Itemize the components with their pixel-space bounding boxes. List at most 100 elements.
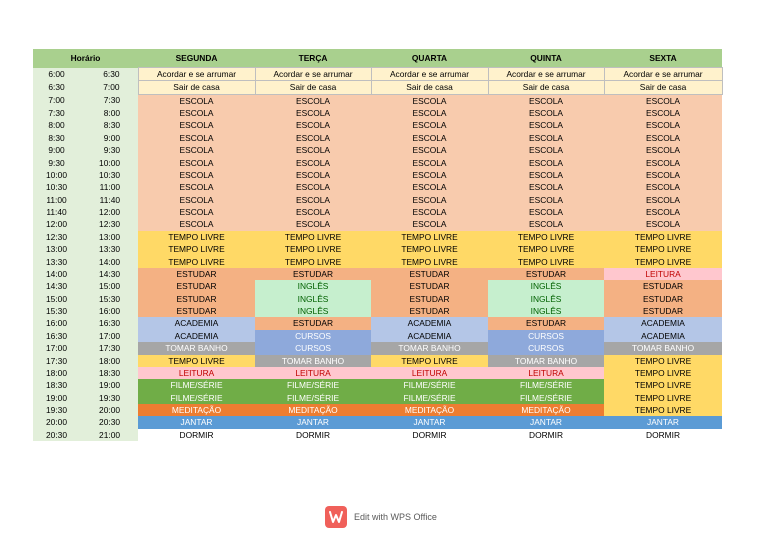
end-time: 12:00 [80, 206, 139, 219]
activity-cell: TOMAR BANHO [371, 342, 489, 355]
end-time: 17:00 [80, 329, 139, 343]
activity-cell: TEMPO LIVRE [604, 354, 723, 367]
schedule-row: 16:00 16:30 ACADEMIA ESTUDAR ACADEMIA ESTUDAR… [33, 317, 723, 330]
activity-cell: TEMPO LIVRE [138, 230, 256, 244]
activity-cell: MEDITAÇÃO [255, 404, 372, 417]
activity-cell: ESTUDAR [604, 280, 723, 293]
activity-cell: ESCOLA [255, 131, 372, 145]
activity-cell: Sair de casa [137, 80, 256, 95]
activity-cell: Sair de casa [370, 80, 489, 95]
schedule-row: 12:30 13:00 TEMPO LIVRE TEMPO LIVRE TEMPO LI… [33, 230, 723, 244]
start-time: 16:00 [33, 317, 80, 330]
start-time: 10:00 [33, 168, 80, 182]
activity-cell: ESCOLA [604, 156, 723, 169]
end-time: 13:30 [80, 243, 139, 256]
activity-cell: JANTAR [604, 416, 723, 429]
activity-cell: ESCOLA [488, 119, 605, 132]
activity-cell: TEMPO LIVRE [371, 255, 489, 268]
start-time: 8:00 [33, 119, 80, 132]
start-time: 6:00 [33, 67, 80, 81]
schedule-row: 8:30 9:00 ESCOLA ESCOLA ESCOLA ESCOLA ESCOLA [33, 131, 723, 145]
activity-cell: FILME/SÉRIE [371, 391, 489, 405]
schedule-row: 15:30 16:00 ESTUDAR INGLÊS ESTUDAR INGLÊS ESTU… [33, 305, 723, 318]
start-time: 14:30 [33, 280, 80, 293]
activity-cell: CURSOS [488, 342, 605, 355]
start-time: 12:00 [33, 218, 80, 231]
schedule-table: Horário SEGUNDA TERÇA QUARTA QUINTA SEXTA 6:0… [33, 49, 723, 442]
activity-cell: FILME/SÉRIE [371, 379, 489, 392]
activity-cell: TEMPO LIVRE [138, 255, 256, 268]
activity-cell: ESCOLA [138, 193, 256, 207]
activity-cell: ESCOLA [488, 206, 605, 219]
schedule-row: 17:30 18:00 TEMPO LIVRE TOMAR BANHO TEMPO LI… [33, 354, 723, 367]
column-header: QUINTA [488, 49, 605, 68]
activity-cell: Acordar e se arrumar [370, 66, 489, 82]
activity-cell: ESCOLA [371, 206, 489, 219]
activity-cell: ESCOLA [488, 131, 605, 145]
activity-cell: ESCOLA [488, 156, 605, 169]
activity-cell: ESCOLA [138, 107, 256, 120]
schedule-row: 10:30 11:00 ESCOLA ESCOLA ESCOLA ESCOLA ESCOLA [33, 181, 723, 194]
activity-cell: ESCOLA [138, 144, 256, 157]
activity-cell: ESCOLA [138, 218, 256, 231]
activity-cell: CURSOS [255, 342, 372, 355]
activity-cell: ESCOLA [255, 218, 372, 231]
activity-cell: ESCOLA [371, 119, 489, 132]
schedule-row: 11:00 11:40 ESCOLA ESCOLA ESCOLA ESCOLA ESCOLA [33, 193, 723, 207]
end-time: 13:00 [80, 230, 139, 244]
end-time: 10:30 [80, 168, 139, 182]
start-time: 11:40 [33, 206, 80, 219]
activity-cell: ESTUDAR [371, 305, 489, 318]
activity-cell: INGLÊS [488, 305, 605, 318]
activity-cell: ESCOLA [371, 168, 489, 182]
activity-cell: ESCOLA [138, 131, 256, 145]
activity-cell: ESCOLA [138, 181, 256, 194]
schedule-row: 10:00 10:30 ESCOLA ESCOLA ESCOLA ESCOLA ESCOLA [33, 168, 723, 182]
activity-cell: Acordar e se arrumar [487, 66, 605, 82]
activity-cell: TOMAR BANHO [604, 342, 723, 355]
activity-cell: DORMIR [138, 428, 256, 442]
activity-cell: TEMPO LIVRE [371, 354, 489, 367]
activity-cell: TEMPO LIVRE [604, 379, 723, 392]
end-time: 7:30 [80, 94, 139, 108]
start-time: 13:30 [33, 255, 80, 268]
start-time: 19:30 [33, 404, 80, 417]
activity-cell: ESCOLA [255, 181, 372, 194]
end-time: 21:00 [80, 428, 139, 442]
end-time: 10:00 [80, 156, 139, 169]
start-time: 18:30 [33, 379, 80, 392]
activity-cell: ESCOLA [371, 193, 489, 207]
start-time: 8:30 [33, 131, 80, 145]
schedule-row: 16:30 17:00 ACADEMIA CURSOS ACADEMIA CURSOS AC… [33, 329, 723, 343]
end-time: 16:30 [80, 317, 139, 330]
start-time: 6:30 [33, 80, 80, 95]
column-header: SEXTA [604, 49, 723, 68]
activity-cell: DORMIR [604, 428, 723, 442]
activity-cell: FILME/SÉRIE [255, 391, 372, 405]
schedule-row: 15:00 15:30 ESTUDAR INGLÊS ESTUDAR INGLÊS ESTU… [33, 292, 723, 306]
activity-cell: ESCOLA [255, 168, 372, 182]
start-time: 15:30 [33, 305, 80, 318]
end-time: 14:00 [80, 255, 139, 268]
activity-cell: MEDITAÇÃO [138, 404, 256, 417]
schedule-row: 19:30 20:00 MEDITAÇÃO MEDITAÇÃO MEDITAÇÃO MED… [33, 404, 723, 417]
activity-cell: JANTAR [138, 416, 256, 429]
activity-cell: ESCOLA [604, 131, 723, 145]
activity-cell: FILME/SÉRIE [138, 379, 256, 392]
activity-cell: TEMPO LIVRE [371, 230, 489, 244]
activity-cell: ESCOLA [138, 119, 256, 132]
activity-cell: ACADEMIA [604, 329, 723, 343]
schedule-row: 12:00 12:30 ESCOLA ESCOLA ESCOLA ESCOLA ESCOLA [33, 218, 723, 231]
start-time: 20:30 [33, 428, 80, 442]
end-time: 12:30 [80, 218, 139, 231]
schedule-row: 9:30 10:00 ESCOLA ESCOLA ESCOLA ESCOLA ESCOLA [33, 156, 723, 169]
activity-cell: FILME/SÉRIE [138, 391, 256, 405]
activity-cell: ESCOLA [488, 193, 605, 207]
activity-cell: ESCOLA [255, 94, 372, 108]
schedule-row: 18:30 19:00 FILME/SÉRIE FILME/SÉRIE FILME/SÉ… [33, 379, 723, 392]
activity-cell: LEITURA [371, 366, 489, 380]
activity-cell: FILME/SÉRIE [488, 391, 605, 405]
activity-cell: TEMPO LIVRE [371, 243, 489, 256]
end-time: 15:30 [80, 292, 139, 306]
